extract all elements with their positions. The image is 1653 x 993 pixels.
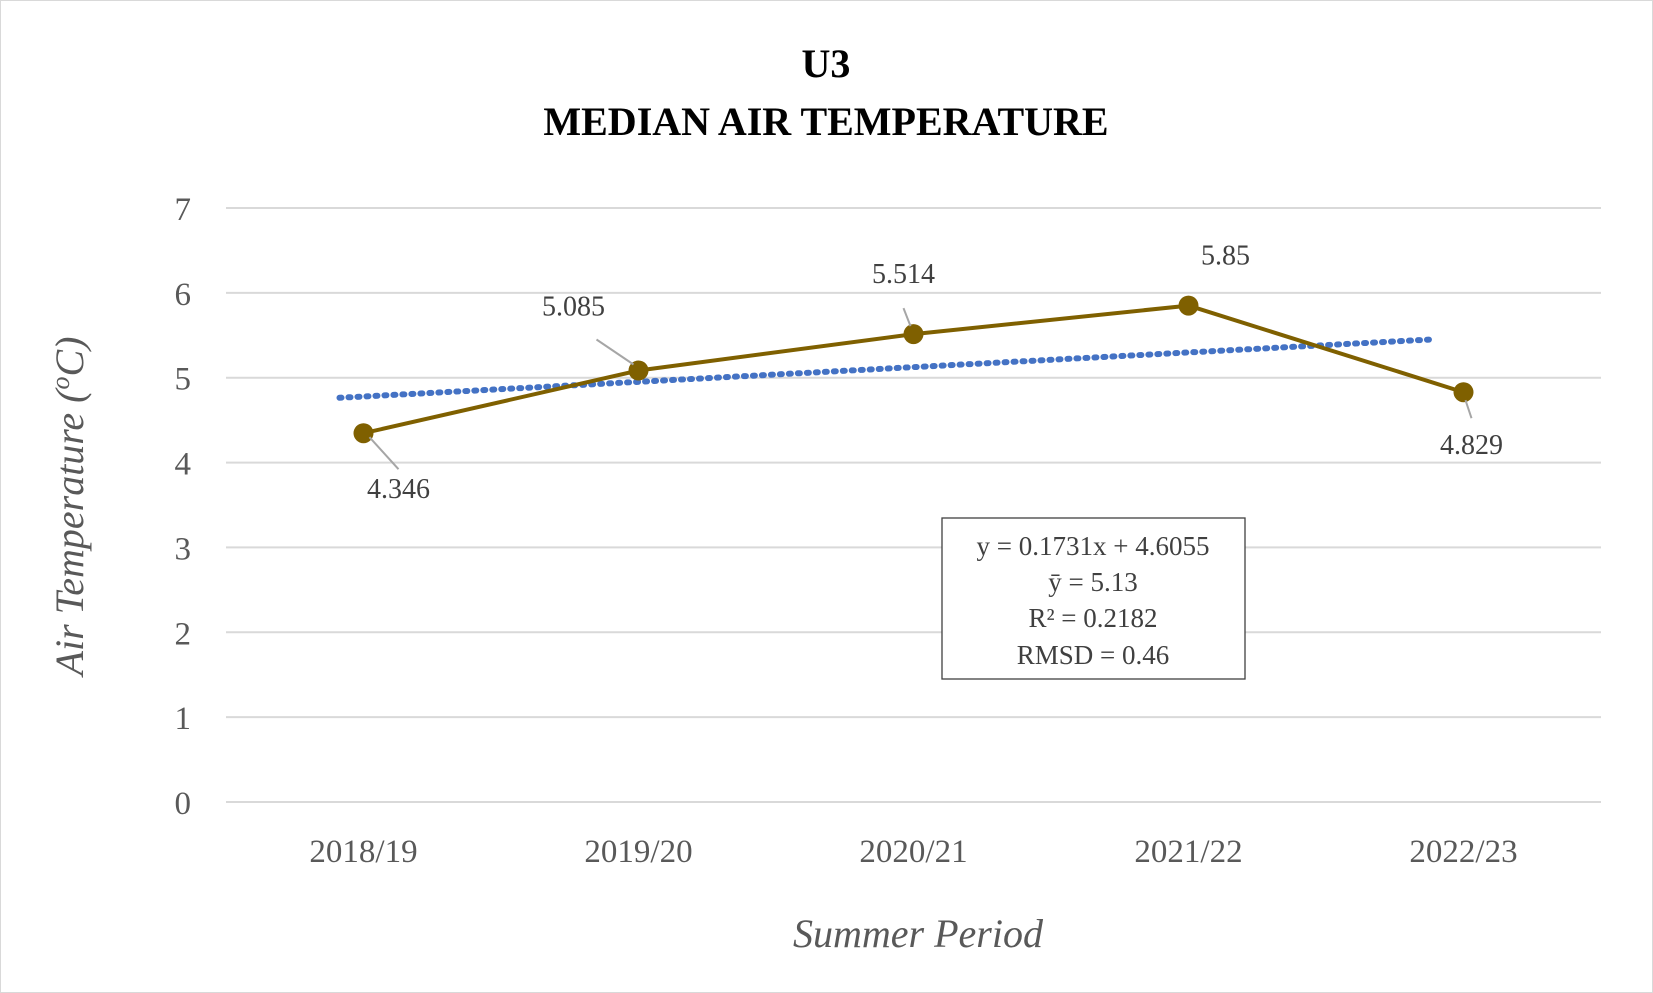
regression-stats-box: y = 0.1731x + 4.6055 ȳ = 5.13 R² = 0.218… xyxy=(941,517,1246,680)
data-label-leader xyxy=(595,338,635,366)
chart-title-line-2: MEDIAN AIR TEMPERATURE xyxy=(543,99,1108,144)
x-axis-title: Summer Period xyxy=(793,911,1044,956)
data-label-leader xyxy=(902,307,912,327)
y-tick-label: 4 xyxy=(175,447,192,483)
data-point xyxy=(353,423,374,444)
y-axis-title: Air Temperature (oC) xyxy=(46,337,92,679)
data-label: 4.829 xyxy=(1440,430,1503,461)
data-point xyxy=(903,324,924,345)
data-label: 4.346 xyxy=(367,474,430,505)
data-label: 5.514 xyxy=(872,259,935,290)
y-tick-label: 7 xyxy=(175,192,192,228)
data-label-leader xyxy=(1464,399,1473,419)
x-tick-label: 2022/23 xyxy=(1409,834,1517,870)
x-tick-label: 2020/21 xyxy=(859,834,967,870)
y-axis-title-unit: C) xyxy=(47,337,92,377)
data-label: 5.85 xyxy=(1201,241,1250,272)
trendline-path xyxy=(336,336,1435,401)
x-tick-label: 2018/19 xyxy=(309,834,417,870)
data-label-leader xyxy=(368,436,400,470)
y-tick-label: 0 xyxy=(175,786,192,822)
series-line xyxy=(353,295,1474,444)
stats-rmsd: RMSD = 0.46 xyxy=(1017,640,1170,670)
stats-equation: y = 0.1731x + 4.6055 xyxy=(977,531,1210,561)
y-tick-label: 2 xyxy=(175,616,192,652)
data-labels: 4.346 5.085 5.514 5.85 4.829 xyxy=(367,241,1503,506)
data-point xyxy=(1453,382,1474,403)
stats-box-border xyxy=(941,517,1246,680)
y-axis-title-text: Air Temperature ( xyxy=(47,387,92,679)
y-tick-label: 3 xyxy=(175,531,192,567)
data-point xyxy=(628,360,649,381)
y-axis-tick-labels: 0 1 2 3 4 5 6 7 xyxy=(175,192,192,822)
x-tick-label: 2019/20 xyxy=(584,834,692,870)
gridlines xyxy=(226,207,1601,803)
y-tick-label: 5 xyxy=(175,362,192,398)
stats-r-squared: R² = 0.2182 xyxy=(1028,603,1157,633)
data-point xyxy=(1178,295,1199,316)
data-label: 5.085 xyxy=(542,292,605,323)
stats-mean: ȳ = 5.13 xyxy=(1048,567,1137,597)
chart-title-line-1: U3 xyxy=(802,41,851,86)
x-axis-tick-labels: 2018/19 2019/20 2020/21 2021/22 2022/23 xyxy=(309,834,1517,870)
trendline xyxy=(336,336,1435,401)
y-tick-label: 6 xyxy=(175,277,192,313)
x-tick-label: 2021/22 xyxy=(1134,834,1242,870)
y-tick-label: 1 xyxy=(175,701,192,737)
y-axis-title-superscript: o xyxy=(46,377,75,390)
